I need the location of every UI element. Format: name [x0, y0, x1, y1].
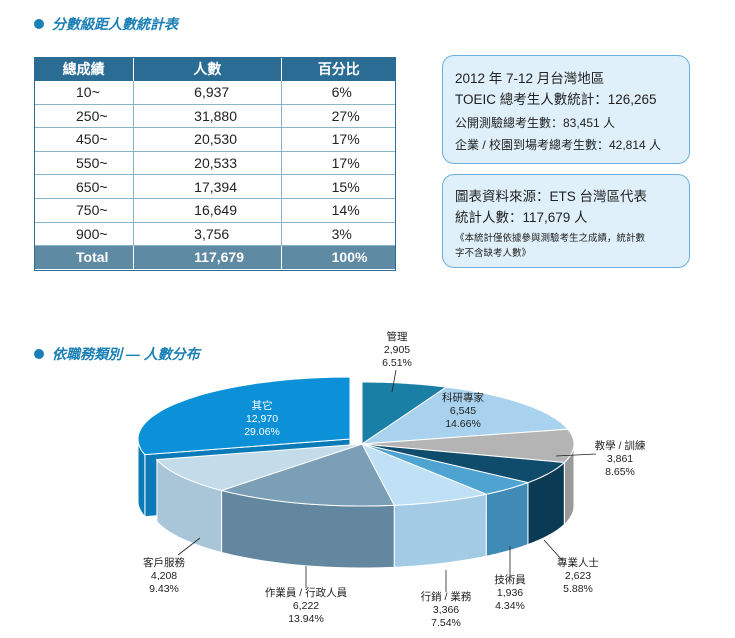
- header-count: 人數: [133, 57, 282, 81]
- pie-slice-3: [361, 443, 566, 484]
- table-row: 450~ 20,530 17%: [34, 127, 396, 152]
- pie-slice-2: [361, 428, 575, 464]
- score-table: 總成績 人數 百分比 10~ 6,937 6% 250~ 31,880 27% …: [34, 57, 396, 269]
- pie-label-percent: 13.94%: [288, 613, 324, 625]
- pie-label-category: 管理: [387, 330, 408, 343]
- cell-count: 6,937: [133, 81, 282, 105]
- summary-total: TOEIC 總考生人數統計：126,265: [455, 92, 657, 107]
- pie-label-percent: 6.51%: [382, 357, 412, 369]
- cell-count: 20,530: [133, 127, 282, 152]
- bullet-icon: [34, 19, 44, 29]
- pie-label-percent: 7.54%: [431, 617, 461, 629]
- section-title-text: 分數級距人數統計表: [52, 16, 178, 32]
- section-title-text: 依職務類別 — 人數分布: [52, 346, 200, 362]
- section-title-score-distribution: 分數級距人數統計表: [34, 14, 178, 34]
- cell-count: 3,756: [133, 222, 282, 247]
- summary-public: 公開測驗總考生數：83,451 人: [455, 116, 616, 130]
- pie-label-percent: 29.06%: [244, 426, 280, 438]
- pie-slice-7: [155, 443, 363, 492]
- pie-leader-line: [177, 537, 201, 556]
- source-note-1: 《本統計僅依據參與測驗考生之成績，統計數: [455, 233, 646, 244]
- pie-label-percent: 9.43%: [149, 583, 179, 595]
- pie-label-value: 6,545: [450, 405, 476, 417]
- cell-score: 750~: [34, 198, 135, 223]
- cell-total-count: 117,679: [133, 245, 282, 269]
- pie-leader-line: [543, 539, 563, 561]
- pie-tops: [137, 376, 575, 507]
- pie-label-category: 專業人士: [557, 556, 599, 569]
- pie-label-category: 作業員 / 行政人員: [265, 586, 348, 599]
- pie-label-percent: 14.66%: [445, 418, 481, 430]
- cell-percent: 6%: [281, 81, 396, 105]
- table-row: 900~ 3,756 3%: [34, 222, 396, 247]
- pie-label-value: 12,970: [246, 413, 278, 425]
- pie-label-category: 科研專家: [442, 391, 484, 404]
- cell-count: 20,533: [133, 151, 282, 176]
- cell-percent: 3%: [281, 222, 396, 247]
- section-title-job-distribution: 依職務類別 — 人數分布: [34, 344, 200, 364]
- pie-label-value: 6,222: [293, 600, 319, 612]
- summary-period: 2012 年 7-12 月台灣地區: [455, 71, 605, 86]
- pie-slice-5: [360, 443, 488, 506]
- source-line: 圖表資料來源：ETS 台灣區代表: [455, 189, 648, 204]
- cell-percent: 17%: [281, 151, 396, 176]
- pie-label-category: 教學 / 訓練: [595, 439, 646, 452]
- pie-label-category: 技術員: [494, 573, 526, 586]
- summary-corporate: 企業 / 校園到場考總考生數：42,814 人: [455, 138, 662, 152]
- header-percent: 百分比: [281, 57, 396, 81]
- cell-total-label: Total: [34, 245, 135, 269]
- cell-count: 17,394: [133, 174, 282, 199]
- cell-total-percent: 100%: [281, 245, 396, 269]
- table-row: 650~ 17,394 15%: [34, 174, 396, 199]
- source-note-2: 字不含缺考人數》: [455, 248, 532, 259]
- pie-slice-4: [361, 443, 530, 495]
- pie-slice-8: [137, 376, 351, 456]
- cell-percent: 14%: [281, 198, 396, 223]
- pie-label-value: 4,208: [151, 570, 177, 582]
- cell-percent: 27%: [281, 104, 396, 129]
- pie-label-value: 2,623: [565, 570, 591, 582]
- table-total-row: Total 117,679 100%: [34, 245, 396, 269]
- pie-side-4: [485, 481, 529, 557]
- table-header-row: 總成績 人數 百分比: [34, 57, 396, 81]
- table-row: 250~ 31,880 27%: [34, 104, 396, 129]
- pie-label-value: 1,936: [497, 587, 523, 599]
- table-row: 750~ 16,649 14%: [34, 198, 396, 223]
- pie-label-percent: 4.34%: [495, 600, 525, 612]
- pie-slice-1: [360, 386, 569, 445]
- header-total-score: 總成績: [34, 57, 135, 81]
- cell-score: 10~: [34, 81, 135, 105]
- cell-count: 31,880: [133, 104, 282, 129]
- pie-leader-line: [555, 453, 597, 457]
- pie-slice-0: [361, 381, 448, 445]
- cell-score: 650~: [34, 174, 135, 199]
- cell-score: 450~: [34, 127, 135, 152]
- pie-label-category: 其它: [252, 399, 273, 412]
- pie-label-value: 2,905: [384, 344, 410, 356]
- cell-percent: 17%: [281, 127, 396, 152]
- cell-count: 16,649: [133, 198, 282, 223]
- pie-label-value: 3,861: [607, 453, 633, 465]
- pie-side-5: [393, 493, 487, 568]
- cell-percent: 15%: [281, 174, 396, 199]
- table-row: 10~ 6,937 6%: [34, 81, 396, 105]
- pie-label-category: 行銷 / 業務: [421, 590, 472, 603]
- pie-slice-6: [219, 443, 396, 507]
- pie-label-percent: 8.65%: [605, 466, 635, 478]
- cell-score: 250~: [34, 104, 135, 129]
- bullet-icon: [34, 349, 44, 359]
- pie-label-category: 客戶服務: [143, 556, 185, 569]
- pie-leader-line: [391, 369, 397, 393]
- pie-label-percent: 5.88%: [563, 583, 593, 595]
- pie-leader-lines: [177, 369, 597, 592]
- cell-score: 550~: [34, 151, 135, 176]
- cell-score: 900~: [34, 222, 135, 247]
- table-row: 550~ 20,533 17%: [34, 151, 396, 176]
- info-box-summary: 2012 年 7-12 月台灣地區 TOEIC 總考生人數統計：126,265 …: [442, 55, 690, 164]
- pie-label-value: 3,366: [433, 604, 459, 616]
- source-count: 統計人數：117,679 人: [455, 210, 588, 225]
- info-box-source: 圖表資料來源：ETS 台灣區代表 統計人數：117,679 人 《本統計僅依據參…: [442, 174, 690, 268]
